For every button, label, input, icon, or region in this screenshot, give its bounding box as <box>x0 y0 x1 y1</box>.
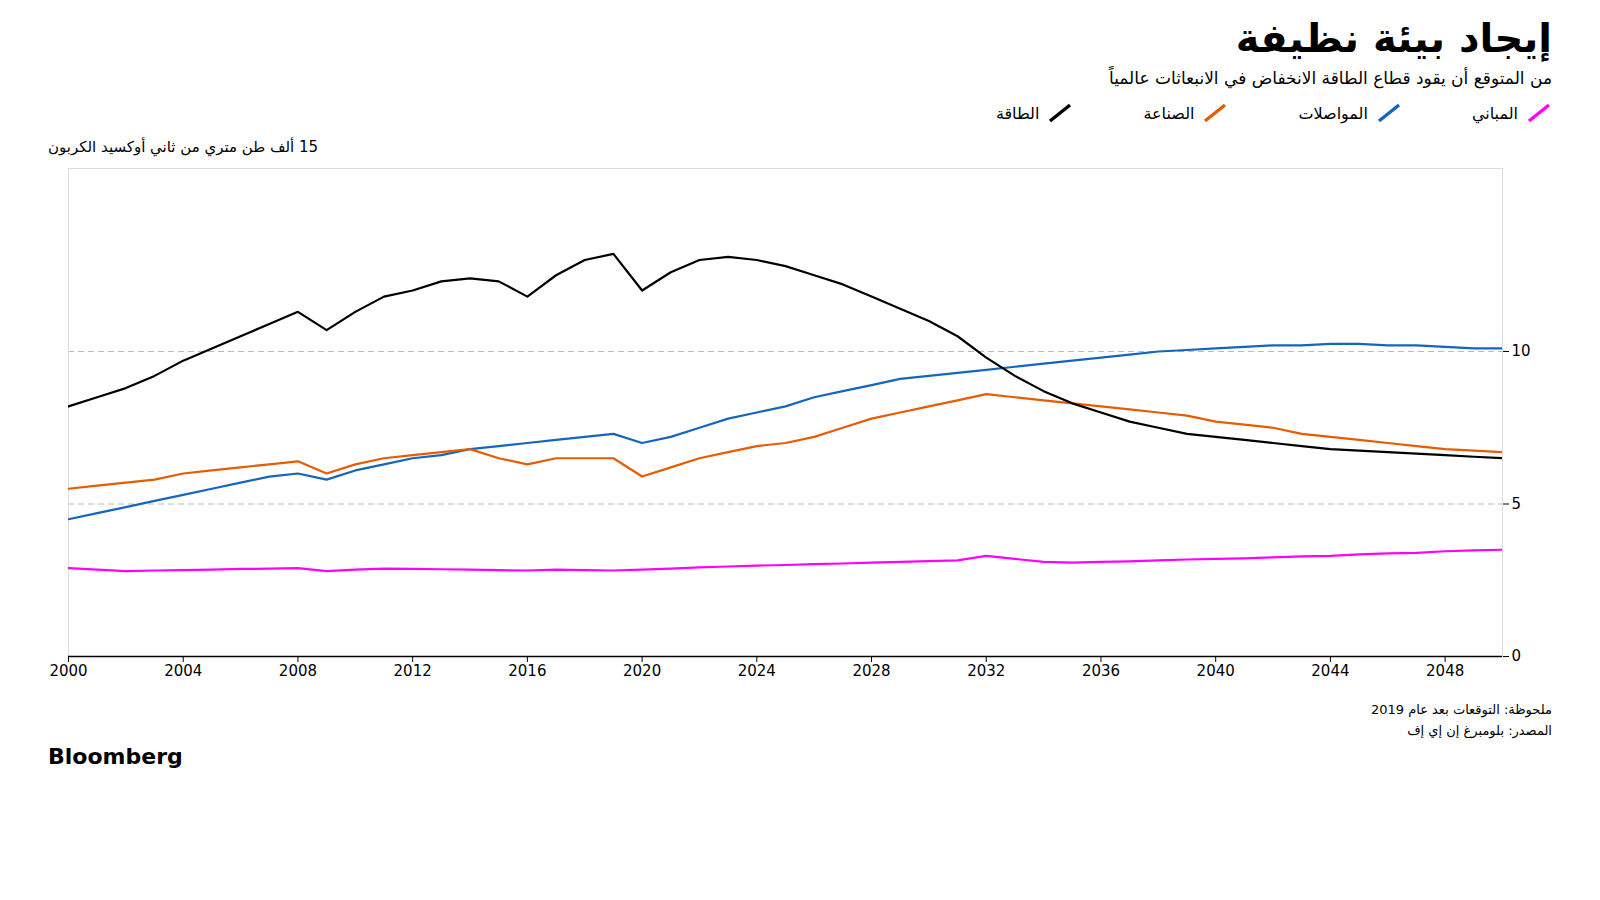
html-text:إيجاد بيئة نظيفة: إيجاد بيئة نظيفة <box>1235 15 1552 61</box>
svg-text:2032: 2032 <box>967 662 1005 680</box>
html-text:الصناعة: الصناعة <box>1143 103 1195 123</box>
html-text:15 ألف طن متري من ثاني أوكسيد: 15 ألف طن متري من ثاني أوكسيد الكربون <box>48 138 319 156</box>
svg-text:2012: 2012 <box>394 662 432 680</box>
svg-text:2036: 2036 <box>1082 662 1120 680</box>
svg-text:0: 0 <box>1512 647 1522 665</box>
svg-text:2016: 2016 <box>508 662 546 680</box>
svg-text:2020: 2020 <box>623 662 661 680</box>
svg-text:2028: 2028 <box>852 662 890 680</box>
html-text:المباني: المباني <box>1471 103 1518 123</box>
svg-text:10: 10 <box>1512 342 1531 360</box>
html-text:ملحوظة: التوقعات بعد عام 2019: ملحوظة: التوقعات بعد عام 2019 <box>1370 702 1552 717</box>
html-text:من المتوقع أن يقود قطاع الطاقة: من المتوقع أن يقود قطاع الطاقة الانخفاض … <box>1109 68 1552 88</box>
svg-text:2008: 2008 <box>279 662 317 680</box>
svg-text:2004: 2004 <box>164 662 202 680</box>
svg-text:2048: 2048 <box>1426 662 1464 680</box>
svg-text:2024: 2024 <box>738 662 776 680</box>
html-text:المواصلات: المواصلات <box>1298 103 1368 123</box>
svg-text:2044: 2044 <box>1311 662 1349 680</box>
svg-text:2040: 2040 <box>1197 662 1235 680</box>
html-text:المصدر: بلومبرغ إن إي إف: المصدر: بلومبرغ إن إي إف <box>1407 722 1552 738</box>
html-text:Bloomberg: Bloomberg <box>48 743 183 769</box>
html-text:الطاقة: الطاقة <box>995 103 1040 123</box>
svg-text:2000: 2000 <box>49 662 87 680</box>
svg-text:5: 5 <box>1512 495 1522 513</box>
